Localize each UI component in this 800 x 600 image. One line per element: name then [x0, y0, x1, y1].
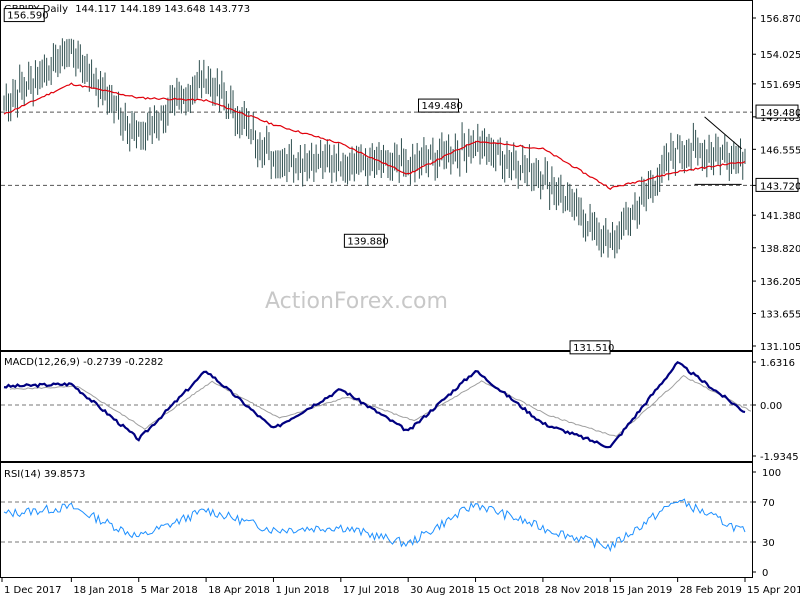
main-panel-frame [0, 0, 753, 351]
x-tick-label: 18 Jan 2018 [73, 585, 133, 596]
x-tick-label: 30 Aug 2018 [410, 585, 474, 596]
main-y-tick-label: 146.555 [760, 145, 800, 156]
annotation-label: 149.480 [421, 101, 462, 112]
x-axis: 1 Dec 2017 18 Jan 2018 5 Mar 2018 18 Apr 20… [1, 578, 800, 596]
x-tick-label: 28 Nov 2018 [545, 585, 609, 596]
x-tick-label: 18 Apr 2018 [208, 585, 270, 596]
rsi-label: RSI(14) 39.8573 [4, 469, 85, 480]
watermark: ActionForex.com [265, 289, 448, 314]
main-y-tick-label: 151.695 [760, 80, 800, 91]
price-bars [3, 38, 746, 259]
price-marker: 143.720 [755, 177, 800, 192]
main-y-tick-label: 154.025 [760, 50, 800, 61]
annotation-box [343, 233, 385, 248]
x-tick-label: 15 Jan 2019 [612, 585, 672, 596]
main-y-tick-label: 131.105 [760, 342, 800, 353]
main-y-tick-label: 136.205 [760, 277, 800, 288]
macd-panel-frame [0, 351, 753, 462]
rsi-panel-frame [0, 462, 753, 578]
x-tick-label: 1 Dec 2017 [4, 585, 62, 596]
annotation-label: 131.510 [573, 343, 614, 354]
rsi-y-tick-label: 70 [762, 498, 775, 509]
annotation-box [569, 340, 611, 355]
macd-y-tick-label: -1.9345 [760, 452, 799, 463]
main-y-tick-label: 156.870 [760, 14, 800, 25]
macd-y-axis: 1.6316 0.00 -1.9345 [752, 358, 799, 463]
main-y-tick-label: 138.820 [760, 244, 800, 255]
svg-text:149.480: 149.480 [760, 108, 800, 119]
main-y-tick-label: 133.655 [760, 310, 800, 321]
x-tick-label: 15 Oct 2018 [478, 585, 540, 596]
resistance-marker: 149.480 [755, 104, 800, 119]
macd-line [3, 360, 746, 449]
triangle-upper-line [704, 116, 742, 150]
annotation-label: 139.880 [347, 236, 388, 247]
annotation-label: 156.590 [7, 11, 48, 22]
x-tick-label: 15 Apr 2019 [747, 585, 800, 596]
svg-text:143.720: 143.720 [760, 181, 800, 192]
rsi-y-tick-label: 0 [762, 568, 768, 579]
triangle-pattern [694, 116, 742, 185]
rsi-line [3, 498, 746, 553]
rsi-y-tick-label: 100 [762, 468, 781, 479]
macd-label: MACD(12,26,9) -0.2739 -0.2282 [4, 357, 164, 368]
annotation-box [417, 98, 459, 113]
macd-y-tick-label: 0.00 [760, 401, 782, 412]
annotation-box [3, 8, 45, 23]
main-y-tick-label: 141.380 [760, 211, 800, 222]
macd-y-tick-label: 1.6316 [760, 358, 795, 369]
x-tick-label: 5 Mar 2018 [141, 585, 198, 596]
price-annotations: 156.590 149.480 139.880 131.510 [3, 8, 614, 355]
moving-average-line [3, 82, 746, 190]
rsi-y-tick-label: 30 [762, 538, 775, 549]
x-tick-label: 1 Jun 2018 [275, 585, 329, 596]
rsi-y-axis: 100 70 30 0 [752, 468, 781, 579]
x-tick-label: 17 Jul 2018 [343, 585, 400, 596]
x-tick-label: 28 Feb 2019 [680, 585, 742, 596]
